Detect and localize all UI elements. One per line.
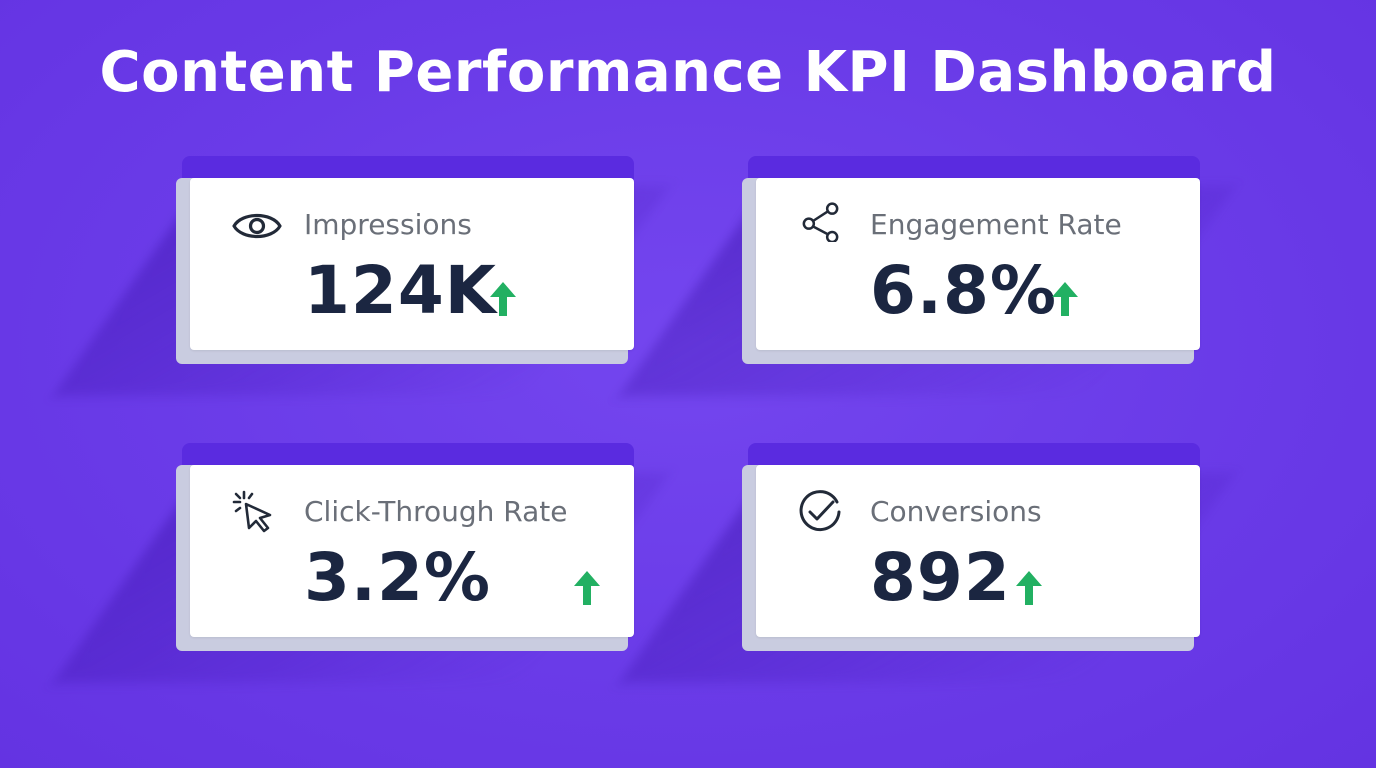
eye-icon xyxy=(230,206,284,246)
kpi-value: 6.8% xyxy=(870,252,1058,329)
kpi-value: 124K xyxy=(304,252,497,329)
page-title: Content Performance KPI Dashboard xyxy=(99,40,1277,105)
kpi-value: 892 xyxy=(870,539,1011,616)
check-circle-icon xyxy=(796,490,850,533)
trend-up-arrow-icon xyxy=(1014,569,1044,607)
kpi-card-impressions[interactable]: Impressions 124K xyxy=(52,156,670,396)
cursor-click-icon xyxy=(230,490,284,533)
kpi-label: Conversions xyxy=(870,495,1042,528)
kpi-card-conversions[interactable]: Conversions 892 xyxy=(618,443,1236,683)
kpi-card-engagement-rate[interactable]: Engagement Rate 6.8% xyxy=(618,156,1236,396)
kpi-value: 3.2% xyxy=(304,539,492,616)
kpi-card-click-through-rate[interactable]: Click-Through Rate 3.2% xyxy=(52,443,670,683)
kpi-label: Click-Through Rate xyxy=(304,495,568,528)
share-icon xyxy=(796,202,850,246)
kpi-label: Impressions xyxy=(304,208,472,241)
trend-up-arrow-icon xyxy=(572,569,602,607)
trend-up-arrow-icon xyxy=(488,280,518,318)
kpi-label: Engagement Rate xyxy=(870,208,1122,241)
trend-up-arrow-icon xyxy=(1050,280,1080,318)
